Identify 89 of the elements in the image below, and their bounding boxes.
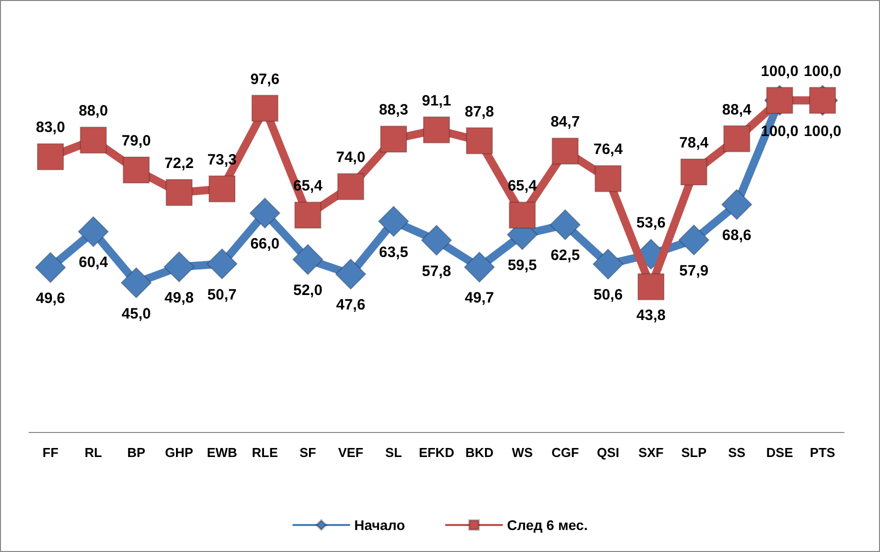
- point: [249, 198, 280, 229]
- point: [421, 224, 452, 256]
- data-label: 91,1: [422, 92, 452, 110]
- x-tick-label: RLE: [252, 445, 278, 460]
- point: [466, 127, 493, 154]
- x-tick-label: PTS: [810, 445, 836, 460]
- x-tick-label: SS: [728, 445, 746, 460]
- data-label: 84,7: [550, 114, 580, 131]
- x-tick-label: DSE: [766, 445, 794, 460]
- x-tick-label: VEF: [338, 445, 364, 460]
- x-tick-label: EWB: [206, 445, 238, 460]
- data-label: 68,6: [722, 226, 752, 244]
- x-tick-label: FF: [42, 445, 58, 460]
- x-tick-label: RL: [84, 445, 102, 460]
- x-tick-label: BP: [127, 445, 146, 460]
- point: [678, 224, 710, 256]
- data-label: 79,0: [122, 132, 151, 150]
- x-tick-label: SLP: [681, 445, 707, 460]
- point: [809, 86, 836, 114]
- point: [337, 173, 364, 200]
- point: [208, 175, 236, 202]
- legend-label: След 6 мес.: [507, 517, 588, 533]
- point: [637, 273, 664, 300]
- x-tick-label: CGF: [551, 445, 579, 460]
- point: [80, 126, 107, 154]
- data-label: 53,6: [636, 214, 666, 232]
- point: [251, 94, 278, 122]
- data-label: 97,6: [250, 70, 280, 88]
- point: [292, 244, 324, 276]
- point: [335, 258, 366, 290]
- data-label: 45,0: [122, 305, 151, 322]
- point: [508, 202, 536, 229]
- point: [766, 86, 794, 114]
- data-label: 76,4: [593, 141, 624, 158]
- x-tick-label: SL: [385, 445, 402, 460]
- data-label: 49,8: [164, 289, 194, 306]
- data-label: 88,4: [722, 101, 752, 118]
- point: [206, 248, 238, 280]
- data-label: 100,0: [804, 62, 842, 80]
- point: [464, 252, 495, 283]
- data-label: 88,3: [379, 102, 408, 119]
- data-label: 100,0: [760, 62, 798, 80]
- x-tick-label: QSI: [596, 445, 620, 460]
- data-label: 47,6: [336, 296, 366, 314]
- x-tick-label: WS: [512, 445, 534, 460]
- point: [166, 179, 193, 206]
- point: [380, 126, 408, 153]
- data-label: 57,9: [679, 262, 708, 280]
- data-label: 49,6: [36, 290, 66, 307]
- point: [122, 156, 150, 184]
- point: [592, 248, 624, 280]
- x-tick-label: SF: [300, 445, 316, 460]
- data-label: 72,2: [164, 155, 194, 172]
- point: [550, 209, 581, 240]
- data-label: 78,4: [679, 134, 710, 152]
- x-tick-label: GHP: [165, 445, 194, 460]
- x-tick-label: EFKD: [418, 445, 454, 460]
- point: [378, 206, 410, 237]
- point: [164, 251, 195, 282]
- data-label: 83,0: [36, 119, 66, 136]
- x-tick-label: BKD: [465, 445, 494, 460]
- data-label: 60,4: [78, 254, 109, 272]
- x-tick-label: SXF: [638, 445, 664, 460]
- point: [552, 138, 579, 165]
- point: [34, 252, 66, 283]
- data-label: 57,8: [422, 262, 452, 280]
- data-label: 66,0: [250, 236, 280, 253]
- data-label: 74,0: [336, 149, 366, 166]
- data-label: 87,8: [464, 103, 494, 120]
- point: [78, 216, 109, 248]
- data-label: 50,7: [207, 286, 237, 304]
- data-label: 52,0: [293, 282, 322, 300]
- point: [120, 267, 152, 298]
- point: [680, 158, 708, 186]
- data-label: 100,0: [804, 122, 842, 140]
- data-label: 49,7: [464, 290, 494, 307]
- data-label: 88,0: [78, 102, 108, 120]
- data-label: 50,6: [593, 286, 623, 304]
- data-label: 63,5: [379, 244, 408, 261]
- point: [723, 125, 750, 152]
- point: [294, 202, 322, 229]
- data-label: 62,5: [550, 247, 580, 264]
- data-label: 59,5: [508, 257, 537, 274]
- point: [423, 116, 450, 144]
- point: [721, 188, 752, 220]
- point: [594, 165, 622, 192]
- point: [36, 143, 64, 170]
- legend-label: Начало: [354, 517, 406, 533]
- data-label: 43,8: [636, 307, 666, 324]
